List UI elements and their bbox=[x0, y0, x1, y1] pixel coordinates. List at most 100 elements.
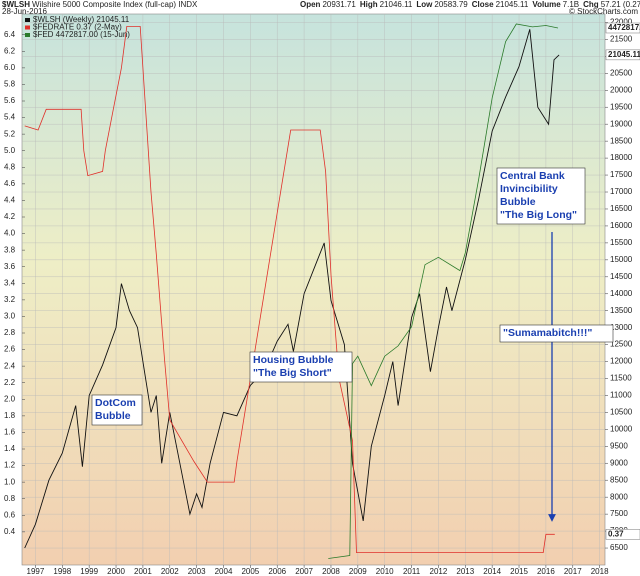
y2-tick-label: 9500 bbox=[610, 441, 628, 450]
y-tick-label: 1.4 bbox=[4, 444, 16, 453]
annotation-box bbox=[249, 351, 353, 383]
x-tick-label: 2005 bbox=[241, 567, 259, 576]
annotation-text: Bubble bbox=[500, 196, 536, 208]
y2-tick-label: 16000 bbox=[610, 221, 633, 230]
y2-tick-label: 20000 bbox=[610, 85, 633, 94]
end-label: 21045.11 bbox=[608, 50, 640, 59]
y-tick-label: 6.0 bbox=[4, 63, 16, 72]
y-tick-label: 3.8 bbox=[4, 245, 16, 254]
y-tick-label: 1.2 bbox=[4, 461, 16, 470]
x-tick-label: 2013 bbox=[456, 567, 474, 576]
y2-tick-label: 14000 bbox=[610, 289, 633, 298]
annotation-text: "Sumamabitch!!!" bbox=[503, 327, 592, 339]
y2-tick-label: 11500 bbox=[610, 374, 632, 383]
grid bbox=[22, 14, 605, 565]
y2-tick-label: 8500 bbox=[610, 475, 628, 484]
subtitle: Wilshire 5000 Composite Index (full-cap)… bbox=[32, 0, 198, 9]
x-tick-label: 1997 bbox=[27, 567, 45, 576]
y-tick-label: 5.0 bbox=[4, 146, 16, 155]
y-tick-label: 4.8 bbox=[4, 162, 16, 171]
series-line bbox=[328, 23, 559, 559]
quote-label: Low bbox=[416, 0, 433, 9]
legend-label: $FED 4472817.00 (15-Jun) bbox=[33, 30, 130, 39]
y2-tick-label: 8000 bbox=[610, 492, 628, 501]
x-tick-label: 2000 bbox=[107, 567, 125, 576]
annotation-text: "The Big Short" bbox=[253, 367, 332, 379]
x-tick-label: 2011 bbox=[403, 567, 421, 576]
annotation-box bbox=[91, 394, 143, 426]
y2-tick-label: 10000 bbox=[610, 424, 633, 433]
y-tick-label: 4.6 bbox=[4, 179, 16, 188]
x-tick-label: 2015 bbox=[510, 567, 528, 576]
y2-tick-label: 7500 bbox=[610, 509, 628, 518]
y2-tick-label: 20500 bbox=[610, 68, 633, 77]
legend-label: $FEDRATE 0.37 (2-May) bbox=[33, 23, 122, 32]
y2-tick-label: 14500 bbox=[610, 272, 633, 281]
y2-tick-label: 15500 bbox=[610, 238, 633, 247]
y-tick-label: 3.0 bbox=[4, 312, 16, 321]
y2-tick-label: 9000 bbox=[610, 458, 628, 467]
x-tick-label: 2018 bbox=[591, 567, 609, 576]
date: 28-Jun-2016 bbox=[2, 7, 47, 16]
quote-label: Open bbox=[300, 0, 321, 9]
x-tick-label: 2001 bbox=[134, 567, 152, 576]
y2-tick-label: 16500 bbox=[610, 204, 633, 213]
y-tick-label: 5.8 bbox=[4, 80, 16, 89]
quote-value: 21046.11 bbox=[380, 0, 413, 9]
end-label-box bbox=[605, 49, 640, 61]
x-tick-label: 2008 bbox=[322, 567, 340, 576]
end-label: 4472817.0 bbox=[608, 23, 640, 32]
series-line bbox=[24, 26, 555, 553]
y-tick-label: 5.4 bbox=[4, 113, 16, 122]
legend-swatch bbox=[25, 18, 30, 22]
quote-label: Close bbox=[472, 0, 494, 9]
quote-value: 21045.11 bbox=[496, 0, 529, 9]
y-tick-label: 5.2 bbox=[4, 129, 16, 138]
annotation-text: Bubble bbox=[95, 410, 131, 422]
annotation-box bbox=[496, 167, 586, 225]
annotation-text: Invincibility bbox=[500, 183, 558, 195]
y-tick-label: 1.8 bbox=[4, 411, 16, 420]
x-tick-label: 2006 bbox=[268, 567, 286, 576]
x-tick-label: 2003 bbox=[188, 567, 206, 576]
y-tick-label: 2.8 bbox=[4, 328, 16, 337]
y-tick-label: 2.6 bbox=[4, 345, 16, 354]
y-tick-label: 4.0 bbox=[4, 229, 16, 238]
quote-value: 57.21 (0.27%) bbox=[601, 0, 640, 9]
quote-label: Chg bbox=[583, 0, 599, 9]
y-tick-label: 2.2 bbox=[4, 378, 16, 387]
y-tick-label: 3.6 bbox=[4, 262, 16, 271]
quote-value: 7.1B bbox=[563, 0, 579, 9]
y2-tick-label: 17000 bbox=[610, 187, 633, 196]
y-tick-label: 6.4 bbox=[4, 30, 16, 39]
y-tick-label: 1.6 bbox=[4, 428, 16, 437]
credit: © StockCharts.com bbox=[569, 7, 638, 16]
quote-value: 20583.79 bbox=[434, 0, 468, 9]
quote-label: High bbox=[360, 0, 378, 9]
y2-tick-label: 22000 bbox=[610, 18, 633, 27]
x-tick-label: 2010 bbox=[376, 567, 394, 576]
y-tick-label: 2.4 bbox=[4, 361, 16, 370]
y-tick-label: 5.6 bbox=[4, 96, 16, 105]
legend-swatch bbox=[25, 25, 30, 30]
annotation-text: Housing Bubble bbox=[253, 354, 334, 366]
y2-tick-label: 6500 bbox=[610, 543, 628, 552]
y-tick-label: 4.4 bbox=[4, 196, 16, 205]
y-tick-label: 0.6 bbox=[4, 510, 16, 519]
plot-area bbox=[21, 13, 606, 566]
x-tick-label: 2016 bbox=[537, 567, 555, 576]
annotation-text: DotCom bbox=[95, 397, 136, 409]
y2-tick-label: 21500 bbox=[610, 35, 633, 44]
x-tick-label: 1998 bbox=[53, 567, 71, 576]
end-label: 0.37 bbox=[608, 529, 624, 538]
y2-tick-label: 19000 bbox=[610, 119, 633, 128]
y-tick-label: 6.2 bbox=[4, 46, 16, 55]
x-tick-label: 1999 bbox=[80, 567, 98, 576]
y-tick-label: 4.2 bbox=[4, 212, 16, 221]
y-tick-label: 0.8 bbox=[4, 494, 16, 503]
series-line bbox=[24, 29, 560, 549]
annotation-box bbox=[499, 324, 614, 343]
title: $WLSH bbox=[2, 0, 30, 9]
x-tick-label: 2014 bbox=[483, 567, 501, 576]
